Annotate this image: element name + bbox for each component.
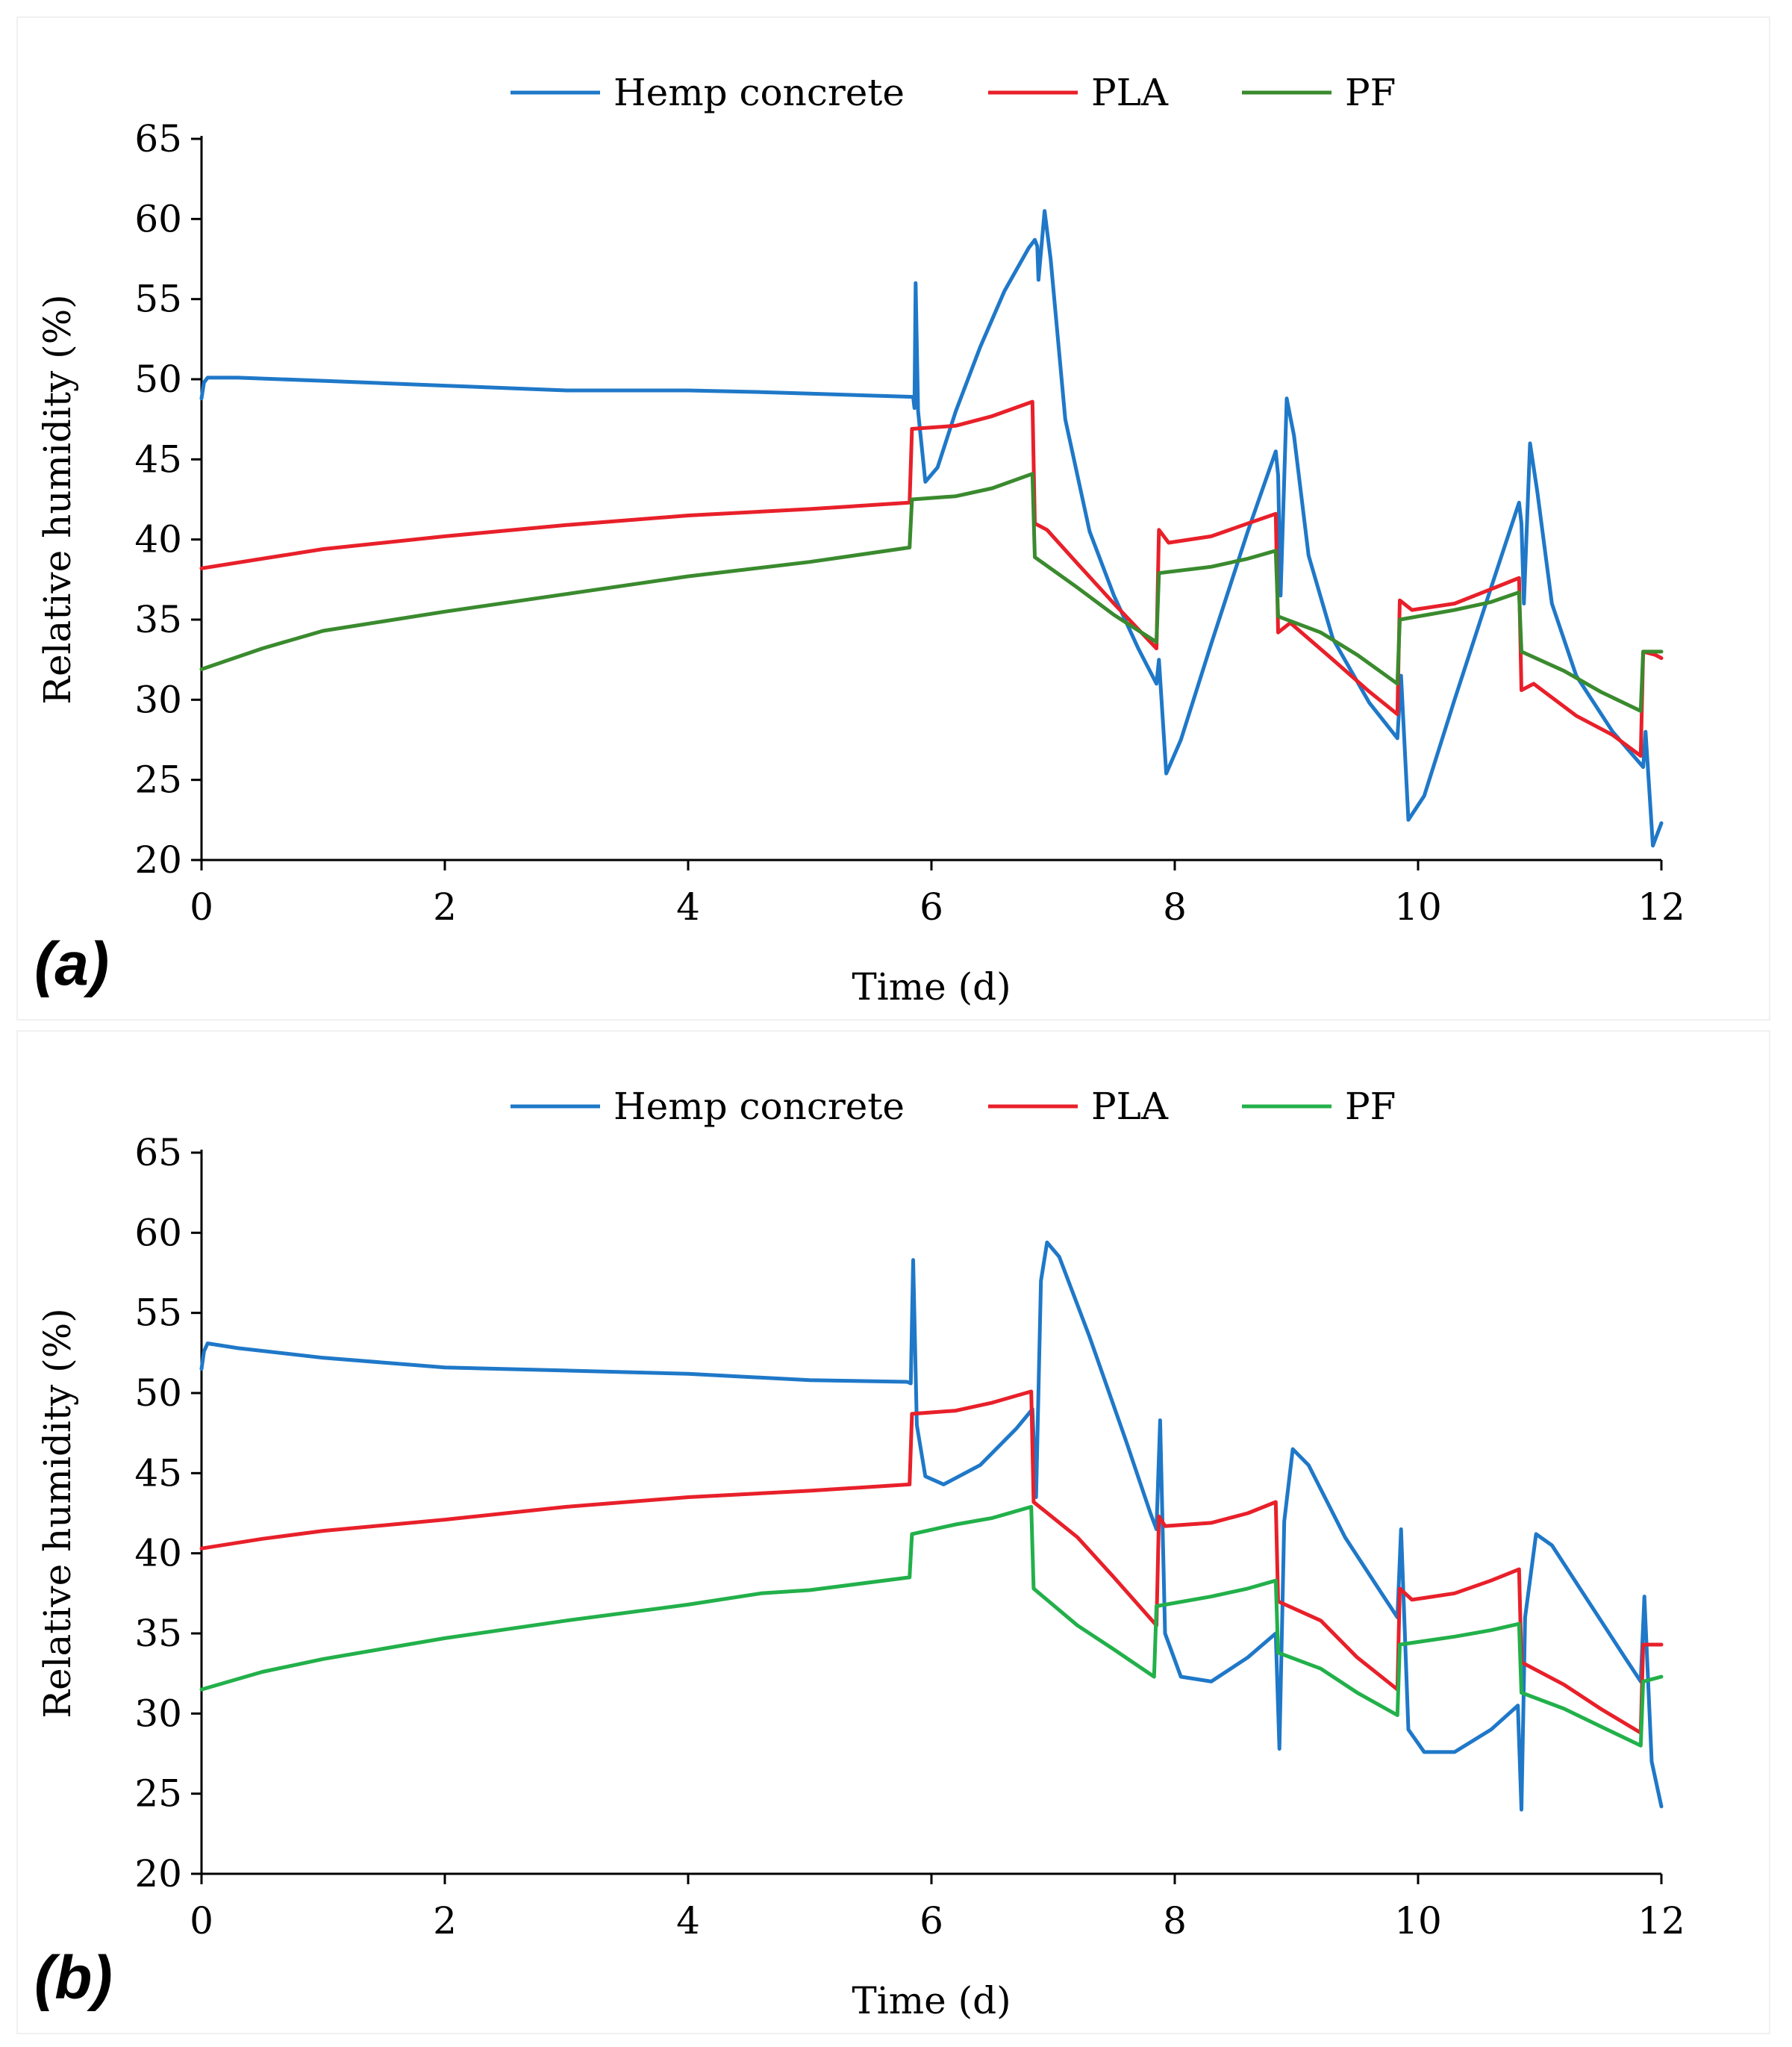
x-tick-label: 4 (676, 885, 700, 929)
y-tick-label: 20 (134, 838, 182, 882)
y-tick-label: 40 (134, 518, 182, 561)
x-tick-label: 2 (433, 1899, 457, 1942)
x-tick-label: 6 (920, 1899, 943, 1942)
x-tick-label: 10 (1394, 1899, 1442, 1942)
legend-label: PLA (1091, 71, 1169, 114)
chart-b-svg: 20 25 30 35 40 45 50 55 60 65 0 2 4 6 8 10 12 Time (d) Rel… (34, 1085, 1685, 2022)
y-tick-label: 50 (134, 358, 182, 401)
series-line-pla (199, 1389, 1664, 1735)
x-axis-title: Time (d) (852, 1979, 1011, 2022)
legend-label: PF (1345, 71, 1396, 114)
x-axis-title: Time (d) (852, 965, 1011, 1009)
series-line-pf (199, 1504, 1664, 1748)
series-line-hemp-concrete (199, 209, 1664, 848)
x-tick-label: 8 (1163, 885, 1187, 929)
x-tick-label: 4 (676, 1899, 700, 1942)
chart-a-svg: 20 25 30 35 40 45 50 55 60 65 0 2 4 6 8 10 12 Time (d) Rel… (34, 71, 1685, 1009)
y-tick-label: 55 (134, 1292, 182, 1335)
x-tick-label: 6 (920, 885, 943, 929)
y-axis-title: Relative humidity (%) (36, 1308, 79, 1718)
legend-label: PLA (1091, 1085, 1169, 1128)
x-tick-label: 8 (1163, 1899, 1187, 1942)
series-line-hemp-concrete (199, 1240, 1664, 1812)
y-tick-label: 45 (134, 437, 182, 481)
x-tick-label: 0 (190, 1899, 213, 1942)
y-tick-label: 35 (134, 598, 182, 641)
y-tick-label: 65 (134, 1131, 182, 1174)
panel-label: (b) (34, 1944, 113, 2012)
x-tick-label: 2 (433, 885, 457, 929)
y-axis-title: Relative humidity (%) (36, 294, 79, 704)
y-tick-label: 40 (134, 1532, 182, 1575)
x-tick-label: 12 (1638, 1899, 1685, 1942)
y-tick-label: 30 (134, 678, 182, 721)
panel-label: (a) (34, 930, 109, 998)
y-tick-label: 60 (134, 197, 182, 240)
y-tick-label: 25 (134, 758, 182, 802)
legend-label: Hemp concrete (614, 71, 905, 114)
y-tick-label: 60 (134, 1211, 182, 1254)
y-tick-label: 20 (134, 1852, 182, 1895)
legend-label: PF (1345, 1085, 1396, 1128)
y-tick-label: 25 (134, 1772, 182, 1816)
y-tick-label: 65 (134, 117, 182, 161)
y-tick-label: 55 (134, 278, 182, 321)
y-tick-label: 30 (134, 1692, 182, 1735)
x-tick-label: 10 (1394, 885, 1442, 929)
chart-panel-a: 20 25 30 35 40 45 50 55 60 65 0 2 4 6 8 10 12 Time (d) Rel… (16, 16, 1770, 1021)
x-tick-label: 12 (1638, 885, 1685, 929)
chart-panel-b: 20 25 30 35 40 45 50 55 60 65 0 2 4 6 8 10 12 Time (d) Rel… (16, 1030, 1770, 2034)
y-tick-label: 35 (134, 1612, 182, 1655)
legend-label: Hemp concrete (614, 1085, 905, 1128)
series-line-pla (199, 399, 1664, 758)
x-tick-label: 0 (190, 885, 213, 929)
y-tick-label: 50 (134, 1371, 182, 1415)
y-tick-label: 45 (134, 1451, 182, 1495)
series-line-pf (199, 472, 1664, 713)
